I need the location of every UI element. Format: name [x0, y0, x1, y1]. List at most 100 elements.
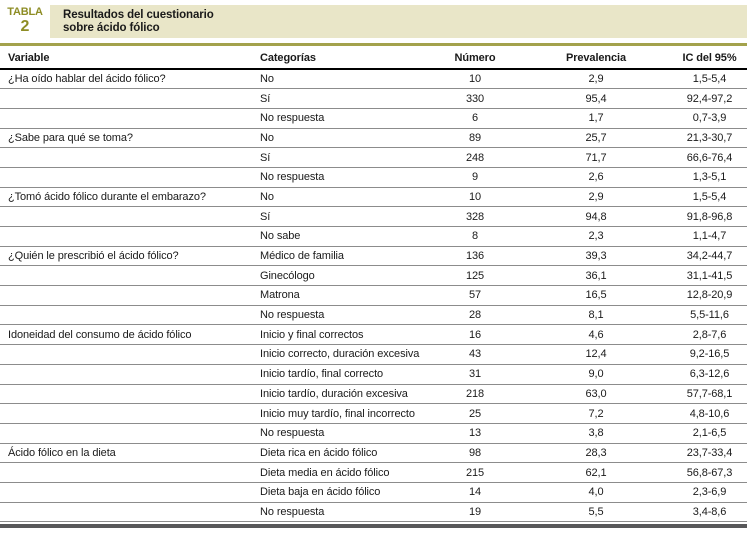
- categoria-cell: Inicio tardío, final correcto: [258, 364, 430, 385]
- ic-cell: 2,3-6,9: [672, 482, 747, 503]
- results-table: Variable Categorías Número Prevalencia I…: [0, 46, 747, 523]
- variable-cell: [0, 403, 258, 424]
- table-row: No respuesta 6 1,7 0,7-3,9: [0, 108, 747, 129]
- variable-cell: [0, 344, 258, 365]
- variable-cell: [0, 305, 258, 326]
- numero-cell: 136: [430, 246, 520, 267]
- categoria-cell: No: [258, 187, 430, 208]
- table-title-line-1: Resultados del cuestionario: [63, 8, 214, 21]
- categoria-cell: No respuesta: [258, 502, 430, 523]
- categoria-cell: No: [258, 128, 430, 149]
- categoria-cell: Dieta rica en ácido fólico: [258, 443, 430, 464]
- numero-cell: 215: [430, 462, 520, 483]
- table-row: No respuesta 9 2,6 1,3-5,1: [0, 167, 747, 188]
- table-body: ¿Ha oído hablar del ácido fólico? No 10 2,9…: [0, 69, 747, 523]
- categoria-cell: Ginecólogo: [258, 265, 430, 287]
- prevalencia-cell: 28,3: [520, 443, 672, 464]
- ic-cell: 2,1-6,5: [672, 423, 747, 444]
- variable-cell: [0, 384, 258, 405]
- col-header-categorias: Categorías: [258, 46, 430, 70]
- prevalencia-cell: 63,0: [520, 384, 672, 405]
- variable-cell: [0, 502, 258, 523]
- table-row: Sí 328 94,8 91,8-96,8: [0, 206, 747, 227]
- numero-cell: 31: [430, 364, 520, 385]
- variable-cell: [0, 423, 258, 444]
- numero-cell: 328: [430, 206, 520, 227]
- prevalencia-cell: 39,3: [520, 246, 672, 267]
- table-title-line-2: sobre ácido fólico: [63, 21, 160, 34]
- ic-cell: 34,2-44,7: [672, 246, 747, 267]
- table-badge-number: 2: [20, 18, 30, 35]
- paper-table-page: TABLA 2 Resultados del cuestionario sobr…: [0, 0, 747, 529]
- numero-cell: 248: [430, 147, 520, 168]
- ic-cell: 1,5-5,4: [672, 69, 747, 90]
- ic-cell: 4,8-10,6: [672, 403, 747, 424]
- ic-cell: 23,7-33,4: [672, 443, 747, 464]
- categoria-cell: No respuesta: [258, 167, 430, 188]
- table-row: Ácido fólico en la dieta Dieta rica en ác…: [0, 443, 747, 464]
- table-row: Matrona 57 16,5 12,8-20,9: [0, 285, 747, 306]
- categoria-cell: No sabe: [258, 226, 430, 247]
- prevalencia-cell: 2,3: [520, 226, 672, 247]
- table-title-bar: Resultados del cuestionario sobre ácido …: [50, 5, 747, 38]
- table-row: Dieta media en ácido fólico 215 62,1 56,8-6…: [0, 462, 747, 483]
- categoria-cell: Dieta media en ácido fólico: [258, 462, 430, 483]
- table-badge: TABLA 2: [0, 0, 50, 35]
- categoria-cell: Inicio correcto, duración excesiva: [258, 344, 430, 365]
- ic-cell: 3,4-8,6: [672, 502, 747, 523]
- table-row: Ginecólogo 125 36,1 31,1-41,5: [0, 265, 747, 287]
- numero-cell: 25: [430, 403, 520, 424]
- categoria-cell: Sí: [258, 206, 430, 227]
- prevalencia-cell: 7,2: [520, 403, 672, 424]
- prevalencia-cell: 25,7: [520, 128, 672, 149]
- col-header-variable: Variable: [0, 46, 258, 70]
- ic-cell: 5,5-11,6: [672, 305, 747, 326]
- table-row: ¿Quién le prescribió el ácido fólico? Méd…: [0, 246, 747, 267]
- numero-cell: 14: [430, 482, 520, 503]
- ic-cell: 12,8-20,9: [672, 285, 747, 306]
- table-bottom-rule: [0, 524, 747, 529]
- ic-cell: 9,2-16,5: [672, 344, 747, 365]
- categoria-cell: No respuesta: [258, 108, 430, 129]
- numero-cell: 10: [430, 187, 520, 208]
- ic-cell: 31,1-41,5: [672, 265, 747, 287]
- prevalencia-cell: 95,4: [520, 88, 672, 109]
- variable-cell: ¿Sabe para qué se toma?: [0, 128, 258, 149]
- table-row: ¿Sabe para qué se toma? No 89 25,7 21,3-30,7: [0, 128, 747, 149]
- numero-cell: 10: [430, 69, 520, 90]
- variable-cell: ¿Ha oído hablar del ácido fólico?: [0, 69, 258, 90]
- variable-cell: [0, 206, 258, 227]
- numero-cell: 89: [430, 128, 520, 149]
- variable-cell: [0, 147, 258, 168]
- ic-cell: 1,5-5,4: [672, 187, 747, 208]
- categoria-cell: Sí: [258, 88, 430, 109]
- col-header-prevalencia: Prevalencia: [520, 46, 672, 70]
- numero-cell: 98: [430, 443, 520, 464]
- table-row: Inicio muy tardío, final incorrecto 25 7,2…: [0, 403, 747, 424]
- categoria-cell: Sí: [258, 147, 430, 168]
- categoria-cell: No respuesta: [258, 423, 430, 444]
- prevalencia-cell: 5,5: [520, 502, 672, 523]
- ic-cell: 56,8-67,3: [672, 462, 747, 483]
- variable-cell: [0, 364, 258, 385]
- numero-cell: 28: [430, 305, 520, 326]
- numero-cell: 8: [430, 226, 520, 247]
- numero-cell: 57: [430, 285, 520, 306]
- ic-cell: 0,7-3,9: [672, 108, 747, 129]
- ic-cell: 6,3-12,6: [672, 364, 747, 385]
- variable-cell: Idoneidad del consumo de ácido fólico: [0, 324, 258, 346]
- prevalencia-cell: 2,9: [520, 69, 672, 90]
- variable-cell: Ácido fólico en la dieta: [0, 443, 258, 464]
- numero-cell: 13: [430, 423, 520, 444]
- numero-cell: 43: [430, 344, 520, 365]
- prevalencia-cell: 8,1: [520, 305, 672, 326]
- table-row: ¿Ha oído hablar del ácido fólico? No 10 2,9…: [0, 69, 747, 90]
- prevalencia-cell: 1,7: [520, 108, 672, 129]
- table-row: Dieta baja en ácido fólico 14 4,0 2,3-6,9: [0, 482, 747, 503]
- table-header-row: Variable Categorías Número Prevalencia I…: [0, 46, 747, 70]
- variable-cell: [0, 265, 258, 287]
- prevalencia-cell: 94,8: [520, 206, 672, 227]
- col-header-numero: Número: [430, 46, 520, 70]
- ic-cell: 2,8-7,6: [672, 324, 747, 346]
- variable-cell: [0, 226, 258, 247]
